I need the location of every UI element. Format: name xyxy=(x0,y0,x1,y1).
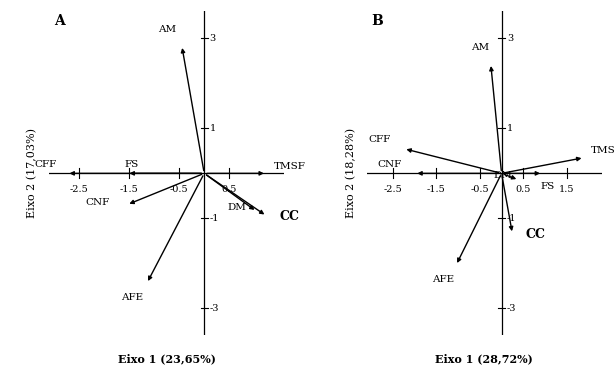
Text: 1: 1 xyxy=(209,124,216,133)
Text: Eixo 2 (18,28%): Eixo 2 (18,28%) xyxy=(346,128,357,218)
Text: -0.5: -0.5 xyxy=(470,186,489,194)
Text: 0.5: 0.5 xyxy=(516,186,531,194)
Text: -1: -1 xyxy=(507,214,516,223)
Text: AFE: AFE xyxy=(120,293,142,301)
Text: 3: 3 xyxy=(209,34,216,43)
Text: CNF: CNF xyxy=(85,198,109,207)
Text: AFE: AFE xyxy=(432,275,454,283)
Text: Eixo 1 (28,72%): Eixo 1 (28,72%) xyxy=(435,353,533,364)
Text: CC: CC xyxy=(279,210,299,223)
Text: -3: -3 xyxy=(507,304,516,313)
Text: 1.5: 1.5 xyxy=(559,186,575,194)
Text: Eixo 1 (23,65%): Eixo 1 (23,65%) xyxy=(118,353,216,364)
Text: DM: DM xyxy=(494,171,513,180)
Text: -3: -3 xyxy=(209,304,219,313)
Text: AM: AM xyxy=(158,25,176,34)
Text: FS: FS xyxy=(541,182,555,191)
Text: 0.5: 0.5 xyxy=(222,186,237,194)
Text: CFF: CFF xyxy=(34,160,56,169)
Text: -0.5: -0.5 xyxy=(170,186,188,194)
Text: -1.5: -1.5 xyxy=(427,186,446,194)
Text: TMSF: TMSF xyxy=(274,162,306,171)
Text: FS: FS xyxy=(125,160,139,169)
Text: AM: AM xyxy=(471,43,489,52)
Text: A: A xyxy=(54,14,65,28)
Text: -1: -1 xyxy=(209,214,219,223)
Text: 3: 3 xyxy=(507,34,513,43)
Text: CC: CC xyxy=(526,227,545,240)
Text: CNF: CNF xyxy=(377,160,402,169)
Text: Eixo 2 (17,03%): Eixo 2 (17,03%) xyxy=(26,128,37,218)
Text: TMSF: TMSF xyxy=(591,146,614,155)
Text: CFF: CFF xyxy=(368,135,391,144)
Text: -2.5: -2.5 xyxy=(383,186,402,194)
Text: 1: 1 xyxy=(507,124,513,133)
Text: B: B xyxy=(371,14,383,28)
Text: DM: DM xyxy=(228,203,247,211)
Text: -2.5: -2.5 xyxy=(70,186,88,194)
Text: -1.5: -1.5 xyxy=(120,186,139,194)
